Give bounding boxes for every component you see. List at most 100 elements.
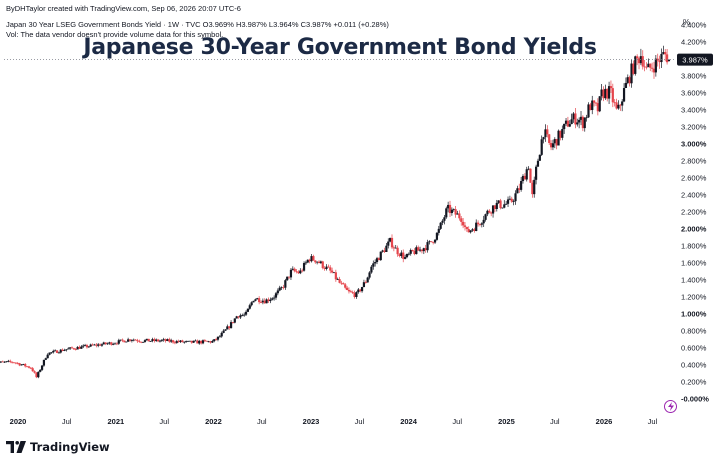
candle bbox=[606, 88, 609, 102]
candle bbox=[510, 196, 513, 203]
candle bbox=[27, 365, 31, 369]
candle bbox=[130, 339, 133, 343]
candle-body bbox=[9, 360, 12, 362]
candle-body bbox=[452, 209, 455, 210]
candle bbox=[529, 168, 532, 183]
candle bbox=[213, 339, 216, 343]
candle bbox=[516, 185, 519, 194]
candle bbox=[295, 268, 298, 274]
candle-body bbox=[643, 66, 646, 68]
candle-body bbox=[132, 339, 135, 341]
candle-body bbox=[533, 179, 536, 195]
candle-body bbox=[585, 117, 588, 119]
candle bbox=[525, 166, 528, 182]
candle bbox=[387, 238, 390, 249]
candle-body bbox=[250, 302, 253, 306]
candle bbox=[222, 329, 225, 334]
candle bbox=[372, 260, 375, 270]
candle bbox=[188, 340, 191, 342]
candle-body bbox=[647, 63, 650, 68]
lightning-icon[interactable] bbox=[664, 400, 677, 413]
candle-body bbox=[497, 200, 500, 203]
candle-body bbox=[35, 372, 38, 378]
candle bbox=[3, 361, 6, 364]
x-tick-label: Jul bbox=[452, 417, 462, 426]
candle-body bbox=[396, 247, 399, 255]
candle-body bbox=[12, 362, 16, 364]
candle-body bbox=[209, 341, 212, 343]
candle-body bbox=[334, 272, 337, 280]
candle-series bbox=[0, 45, 671, 379]
candle bbox=[538, 154, 541, 161]
candle bbox=[31, 366, 34, 372]
candle-body bbox=[579, 116, 583, 120]
candle bbox=[462, 218, 465, 229]
candle bbox=[583, 117, 586, 132]
candle-body bbox=[78, 346, 81, 349]
x-tick-label: Jul bbox=[550, 417, 560, 426]
candle-body bbox=[80, 346, 83, 349]
candle bbox=[441, 219, 444, 226]
candle-body bbox=[63, 350, 66, 351]
candle-body bbox=[271, 298, 274, 300]
candle-body bbox=[50, 352, 53, 354]
candle-body bbox=[119, 339, 122, 341]
tradingview-brand[interactable]: TradingView bbox=[6, 438, 110, 456]
candle bbox=[331, 267, 334, 274]
candle-body bbox=[613, 102, 616, 104]
candle bbox=[153, 337, 156, 343]
candle-body bbox=[364, 282, 367, 283]
candle-body bbox=[248, 305, 251, 309]
candle bbox=[637, 56, 641, 70]
candle bbox=[402, 249, 405, 263]
candle bbox=[349, 289, 352, 293]
candle-body bbox=[372, 263, 375, 267]
candle bbox=[518, 183, 521, 193]
candle bbox=[411, 249, 414, 252]
symbol-ohlc-line[interactable]: Japan 30 Year LSEG Government Bonds Yiel… bbox=[6, 20, 389, 29]
candle-body bbox=[175, 341, 178, 343]
candle-body bbox=[87, 346, 90, 348]
candle-body bbox=[312, 256, 315, 261]
candle-body bbox=[302, 263, 306, 271]
candle-body bbox=[374, 262, 377, 264]
chart-title: Japanese 30-Year Government Bond Yields bbox=[83, 35, 597, 60]
candle-body bbox=[473, 229, 476, 231]
candle-body bbox=[340, 282, 343, 284]
x-axis[interactable]: 2020 Jul 2021 Jul 2022 Jul 2023 Jul 2024 Jul 2025 J… bbox=[10, 417, 658, 426]
candle-body bbox=[516, 188, 519, 194]
candle bbox=[379, 251, 382, 261]
candle bbox=[327, 264, 330, 268]
candle bbox=[491, 205, 495, 218]
candle bbox=[549, 140, 553, 151]
candle bbox=[437, 225, 440, 236]
candle-body bbox=[402, 252, 405, 259]
candle-body bbox=[664, 52, 667, 55]
candle-body bbox=[201, 340, 205, 344]
candle-body bbox=[91, 344, 94, 346]
candle-body bbox=[409, 250, 412, 254]
y-tick-label: 1.200% bbox=[681, 292, 707, 301]
candle-body bbox=[115, 343, 119, 345]
candle bbox=[656, 53, 659, 67]
candle bbox=[488, 209, 491, 214]
candle bbox=[375, 256, 379, 265]
candle bbox=[67, 347, 70, 350]
x-tick-label: 2023 bbox=[303, 417, 320, 426]
candle-body bbox=[542, 137, 545, 140]
candle-body bbox=[59, 349, 62, 353]
y-axis[interactable]: 4.400% 4.200% 3.800% 3.600% 3.400% 3.200% 3.00… bbox=[681, 20, 709, 403]
candle bbox=[297, 270, 300, 274]
candle bbox=[243, 312, 246, 317]
candle-body bbox=[488, 210, 491, 213]
candle bbox=[587, 102, 590, 119]
candle bbox=[40, 365, 44, 371]
candle bbox=[102, 341, 105, 345]
candle bbox=[211, 339, 214, 343]
candle-body bbox=[634, 56, 637, 74]
candle bbox=[293, 267, 296, 273]
candle-body bbox=[127, 339, 130, 342]
candle bbox=[359, 288, 362, 293]
candle bbox=[559, 130, 562, 141]
